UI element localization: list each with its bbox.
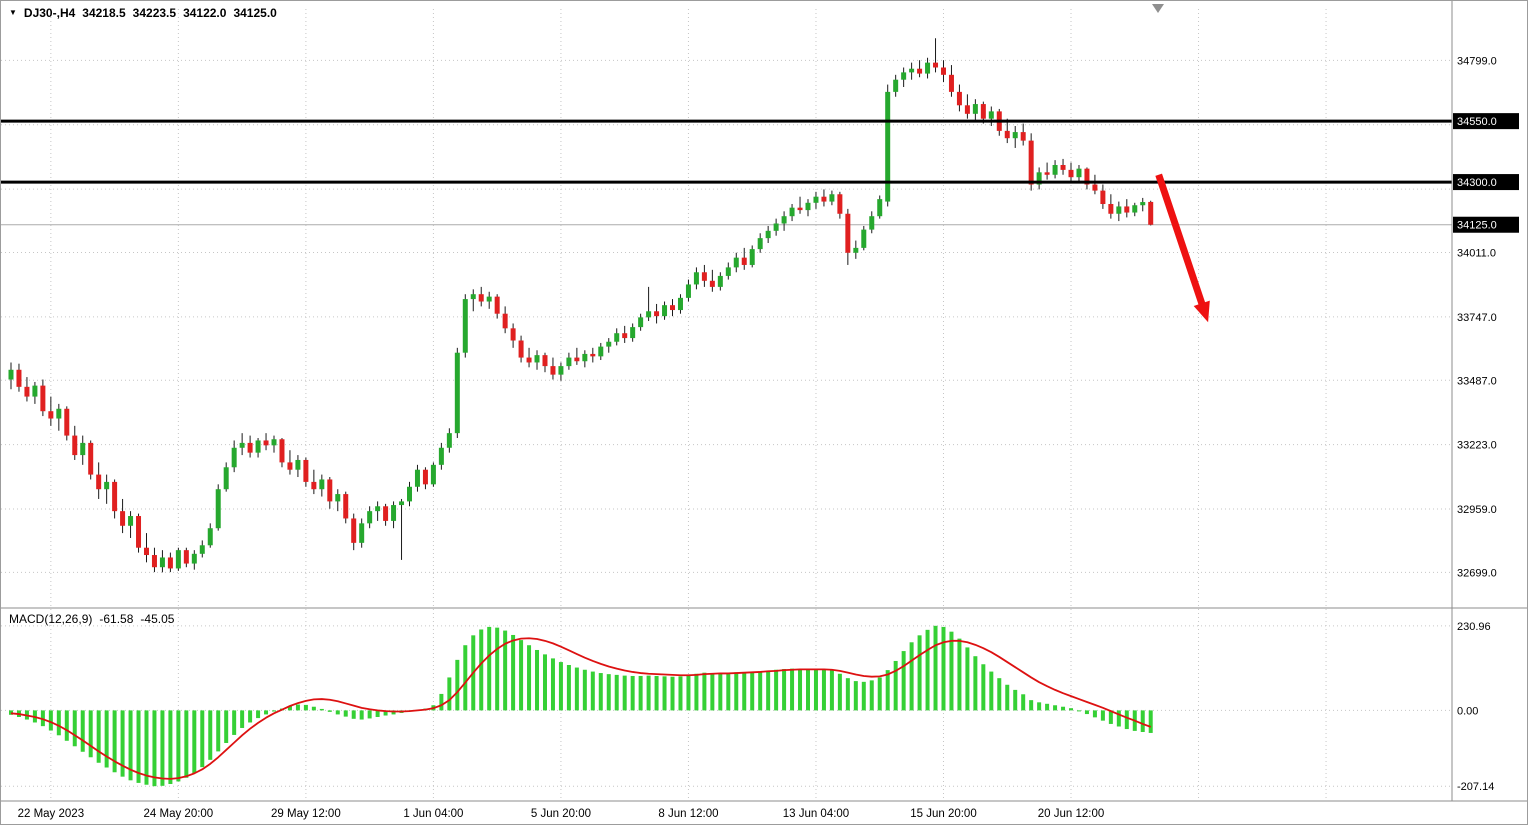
- candles: [8, 38, 1154, 573]
- macd-signal-line: [10, 637, 1152, 780]
- pane-borders: [1, 1, 1527, 802]
- ohlc-open-value: 34218.5: [82, 6, 126, 20]
- symbol-info: ▼ DJ30-,H4 34218.5 34223.5 34122.0 34125…: [9, 6, 277, 20]
- svg-text:34799.0: 34799.0: [1457, 55, 1497, 67]
- svg-text:34125.0: 34125.0: [1457, 220, 1497, 232]
- time-axis[interactable]: 22 May 2023 24 May 20:00 29 May 12:00 1 Jun…: [18, 808, 1105, 820]
- svg-text:33747.0: 33747.0: [1457, 312, 1497, 324]
- svg-text:34011.0: 34011.0: [1457, 248, 1496, 260]
- macd-info: MACD(12,26,9) -61.58 -45.05: [9, 612, 174, 626]
- macd-histogram: [9, 625, 1153, 787]
- macd-signal-value: -45.05: [140, 612, 175, 626]
- svg-text:33223.0: 33223.0: [1457, 440, 1497, 452]
- svg-text:33487.0: 33487.0: [1457, 375, 1497, 387]
- symbol-dropdown-icon[interactable]: ▼: [9, 8, 17, 17]
- svg-text:15 Jun 20:00: 15 Jun 20:00: [910, 808, 977, 820]
- trend-arrow[interactable]: [1155, 173, 1210, 323]
- ohlc-high-value: 34223.5: [132, 6, 177, 20]
- price-axis[interactable]: 34799.0 34011.0 33747.0 33487.0 33223.0 32959…: [1453, 55, 1519, 579]
- macd-params-label: MACD(12,26,9): [9, 612, 93, 626]
- svg-text:22 May 2023: 22 May 2023: [18, 808, 85, 820]
- svg-text:34300.0: 34300.0: [1457, 177, 1497, 189]
- svg-text:0.00: 0.00: [1457, 705, 1478, 717]
- symbol-timeframe-label: DJ30-,H4: [23, 6, 76, 20]
- svg-text:1 Jun 04:00: 1 Jun 04:00: [403, 808, 463, 820]
- svg-text:32699.0: 32699.0: [1457, 567, 1497, 579]
- svg-text:32959.0: 32959.0: [1457, 504, 1497, 516]
- svg-text:34550.0: 34550.0: [1457, 116, 1497, 128]
- svg-text:-207.14: -207.14: [1457, 781, 1494, 793]
- svg-text:230.96: 230.96: [1457, 621, 1491, 633]
- macd-main-value: -61.58: [99, 612, 134, 626]
- ohlc-low-value: 34122.0: [183, 6, 227, 20]
- svg-text:24 May 20:00: 24 May 20:00: [144, 808, 214, 820]
- ohlc-close-value: 34125.0: [233, 6, 277, 20]
- chart-scroll-marker-icon[interactable]: [1152, 4, 1164, 13]
- macd-axis[interactable]: 230.96 0.00 -207.14: [1457, 621, 1494, 793]
- svg-text:8 Jun 12:00: 8 Jun 12:00: [658, 808, 718, 820]
- svg-text:13 Jun 04:00: 13 Jun 04:00: [783, 808, 850, 820]
- svg-text:5 Jun 20:00: 5 Jun 20:00: [531, 808, 591, 820]
- svg-text:20 Jun 12:00: 20 Jun 12:00: [1038, 808, 1105, 820]
- svg-text:29 May 12:00: 29 May 12:00: [271, 808, 341, 820]
